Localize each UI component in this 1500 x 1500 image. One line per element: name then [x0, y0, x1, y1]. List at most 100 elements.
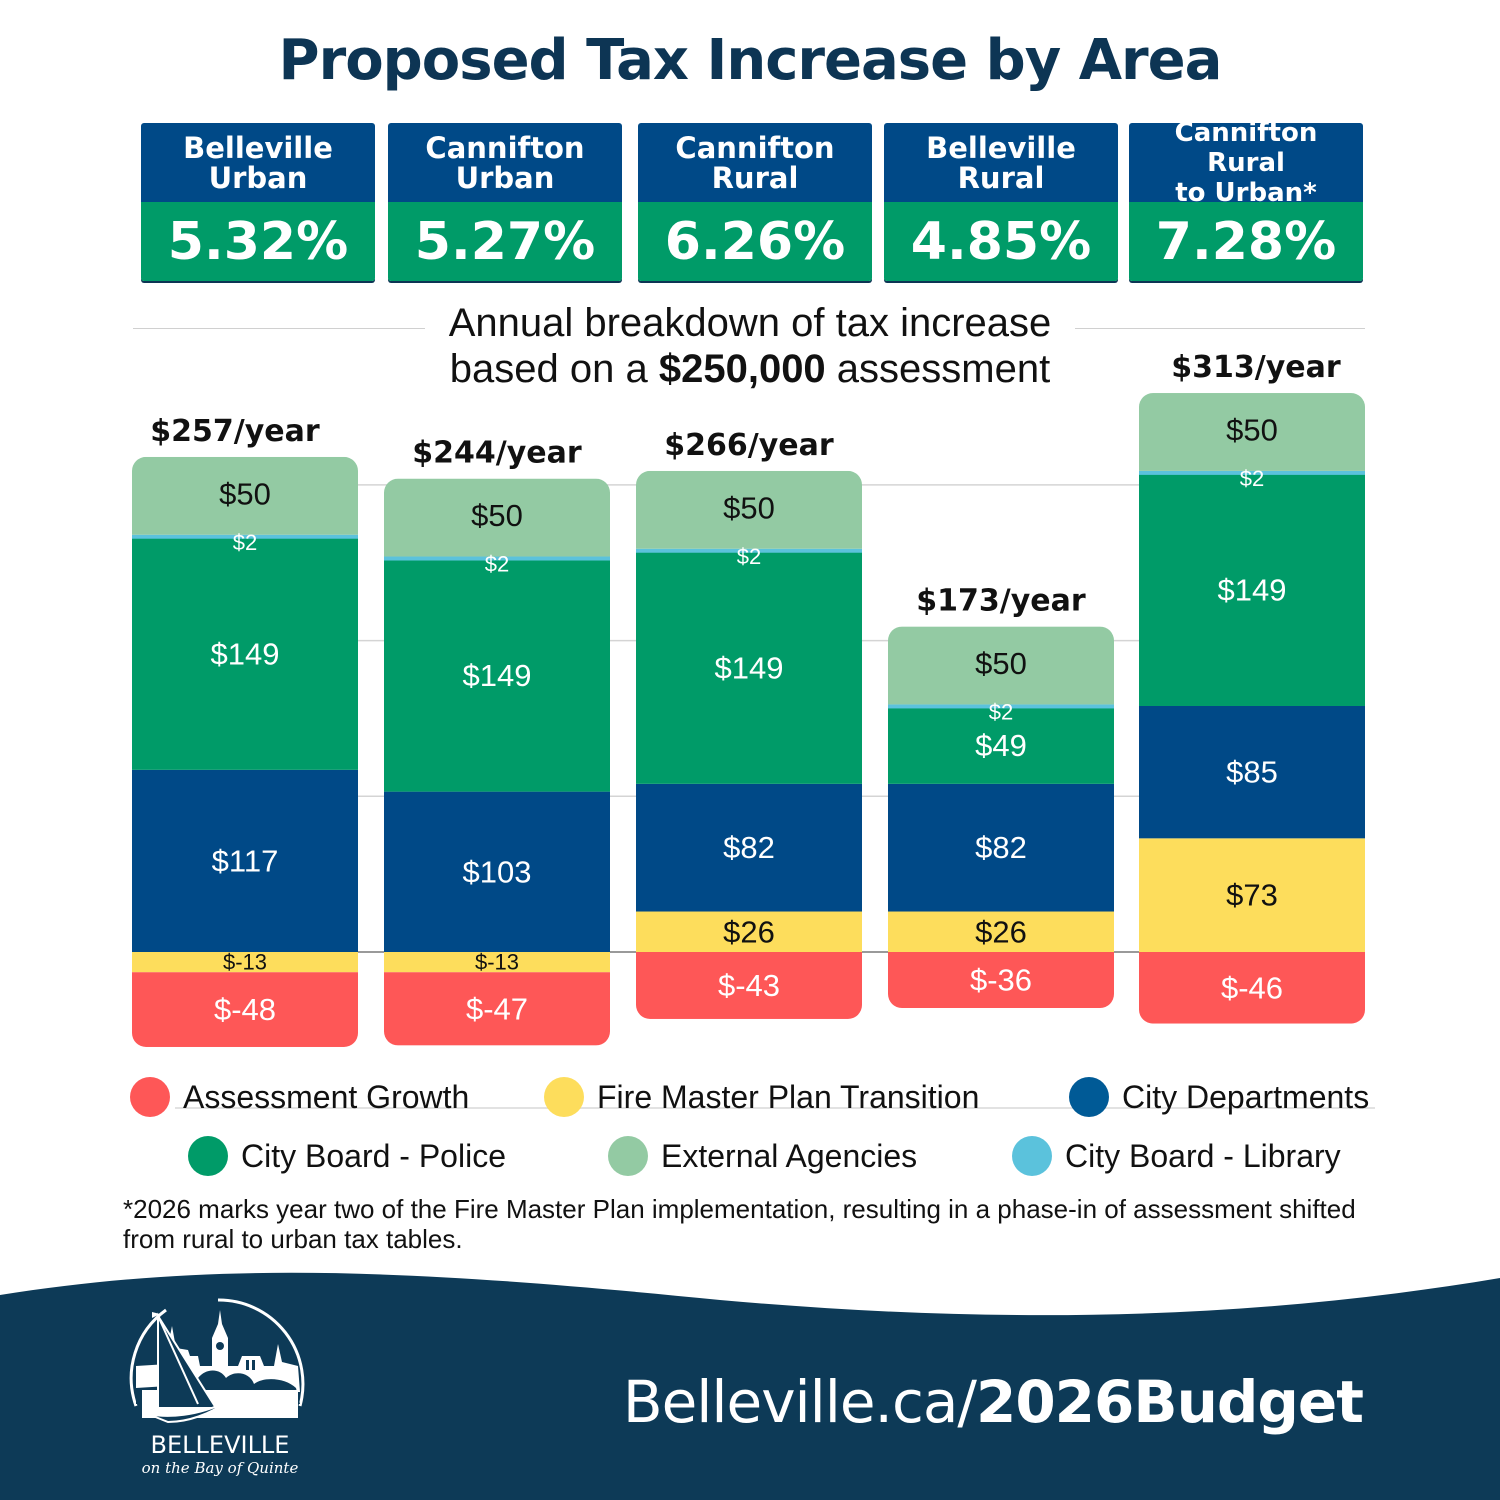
- subtitle-line-2: based on a $250,000 assessment: [0, 346, 1500, 392]
- subtitle-text: assessment: [825, 347, 1051, 391]
- segment-label: $-47: [466, 991, 528, 1026]
- bar-segment-city-departments: [1139, 705, 1365, 839]
- bar-segment-fire-master-plan-transition: [132, 952, 358, 973]
- subtitle-text: based on a: [449, 347, 659, 391]
- subtitle-rule-left: [133, 328, 425, 329]
- labels: $-13 $-48 $117 $149 $2 $50 $257/year $-13 $-47 $1…: [150, 350, 1341, 1027]
- segment-label: $50: [1226, 412, 1278, 447]
- legend-dot-icon: [188, 1136, 228, 1176]
- bar-segment-city-board-police: [1139, 474, 1365, 706]
- area-name: Cannifton Urban: [388, 123, 622, 202]
- segment-label: $82: [975, 830, 1027, 865]
- bar-stack: [1139, 393, 1365, 1024]
- logo-text: BELLEVILLE on the Bay of Quinte: [128, 1432, 312, 1478]
- segment-label: $117: [212, 843, 279, 878]
- legend-item: External Agencies: [608, 1136, 917, 1176]
- legend-dot-icon: [544, 1077, 584, 1117]
- bar-segment-city-departments: [636, 783, 862, 912]
- logo-tagline: on the Bay of Quinte: [141, 1459, 299, 1477]
- bar-segment-city-board-library: [132, 534, 358, 539]
- bar-total-label: $257/year: [150, 414, 320, 449]
- segment-label: $2: [737, 544, 761, 569]
- segment-label: $2: [233, 530, 257, 555]
- legend-item: Assessment Growth: [130, 1077, 469, 1117]
- legend-label: City Departments: [1122, 1078, 1370, 1115]
- segment-label: $2: [989, 699, 1013, 724]
- segment-label: $149: [715, 650, 784, 685]
- legend-dot-icon: [130, 1077, 170, 1117]
- bar-segment-fire-master-plan-transition: [1139, 838, 1365, 952]
- legend-dot-icon: [1069, 1077, 1109, 1117]
- legend-item: City Board - Police: [188, 1136, 506, 1176]
- segment-label: $-48: [214, 992, 276, 1027]
- segment-label: $50: [975, 646, 1027, 681]
- area-name: Belleville Rural: [884, 123, 1118, 202]
- bar-segment-external-agencies: [132, 456, 358, 535]
- area-name: Belleville Urban: [141, 123, 375, 202]
- legend: Assessment Growth Fire Master Plan Trans…: [0, 1075, 1500, 1185]
- bar-segment-assessment-growth: [384, 972, 610, 1046]
- url-path: 2026Budget: [975, 1368, 1364, 1436]
- segment-label: $85: [1226, 755, 1278, 790]
- url-domain: Belleville.ca/: [622, 1368, 977, 1436]
- belleville-logo-icon: [129, 1298, 305, 1424]
- segment-label: $-13: [223, 950, 267, 975]
- legend-label: City Board - Police: [241, 1137, 506, 1174]
- bar-segment-city-board-police: [636, 551, 862, 784]
- legend-rule: [175, 1107, 1375, 1109]
- segment-label: $2: [1240, 466, 1264, 491]
- segment-label: $73: [1226, 878, 1278, 913]
- segment-label: $103: [463, 854, 532, 889]
- area-card: Cannifton Rural to Urban* 7.28%: [1129, 123, 1363, 281]
- bar-segment-city-board-police: [384, 559, 610, 792]
- bar-segment-fire-master-plan-transition: [888, 911, 1114, 952]
- bar-segment-city-board-library: [888, 704, 1114, 709]
- stacked-bar-chart: $-13 $-48 $117 $149 $2 $50 $257/year $-13 $-47 $1…: [132, 350, 1365, 1047]
- bar-stack: [132, 456, 358, 1047]
- subtitle-rule-right: [1075, 328, 1365, 329]
- page-title: Proposed Tax Increase by Area: [278, 28, 1223, 93]
- area-rate: 5.27%: [388, 202, 622, 281]
- segment-label: $50: [471, 498, 523, 533]
- segment-label: $149: [1218, 572, 1287, 607]
- bar-stack: [636, 470, 862, 1019]
- bar-stack: [384, 478, 610, 1046]
- bar-total-label: $173/year: [916, 584, 1086, 619]
- bars: [132, 393, 1365, 1047]
- area-card: Belleville Urban 5.32%: [141, 123, 375, 281]
- bar-segment-city-board-police: [132, 537, 358, 770]
- legend-item: City Board - Library: [1012, 1136, 1341, 1176]
- logo-name: BELLEVILLE: [150, 1431, 290, 1459]
- bar-segment-assessment-growth: [1139, 952, 1365, 1024]
- footnote: *2026 marks year two of the Fire Master …: [123, 1194, 1356, 1254]
- area-card: Belleville Rural 4.85%: [884, 123, 1118, 281]
- footer-wave: [0, 1272, 1500, 1500]
- segment-label: $49: [975, 728, 1027, 763]
- legend-dot-icon: [608, 1136, 648, 1176]
- area-rate: 4.85%: [884, 202, 1118, 281]
- bar-segment-assessment-growth: [636, 952, 862, 1019]
- segment-label: $2: [485, 552, 509, 577]
- bar-segment-external-agencies: [384, 478, 610, 557]
- subtitle-line-1: Annual breakdown of tax increase: [448, 301, 1052, 345]
- legend-dot-icon: [1012, 1136, 1052, 1176]
- segment-label: $82: [723, 830, 775, 865]
- legend-label: External Agencies: [661, 1137, 918, 1174]
- bar-segment-city-departments: [888, 783, 1114, 912]
- legend-label: City Board - Library: [1065, 1137, 1341, 1174]
- segment-label: $50: [219, 476, 271, 511]
- segment-label: $50: [723, 490, 775, 525]
- bar-segment-assessment-growth: [888, 952, 1114, 1009]
- chart-subtitle: Annual breakdown of tax increase based o…: [0, 300, 1500, 392]
- bar-segment-external-agencies: [888, 626, 1114, 705]
- segment-label: $149: [211, 636, 280, 671]
- segment-label: $-13: [475, 950, 519, 975]
- segment-label: $26: [975, 914, 1027, 949]
- budget-url-link[interactable]: Belleville.ca/2026Budget: [622, 1368, 1364, 1436]
- segment-label: $-36: [970, 963, 1032, 998]
- bar-segment-city-board-police: [888, 707, 1114, 784]
- assessment-value: $250,000: [658, 347, 826, 391]
- area-rate-cards: Belleville Urban 5.32% Cannifton Urban 5…: [141, 123, 1364, 281]
- bar-segment-fire-master-plan-transition: [636, 911, 862, 952]
- legend-label: Fire Master Plan Transition: [597, 1078, 980, 1115]
